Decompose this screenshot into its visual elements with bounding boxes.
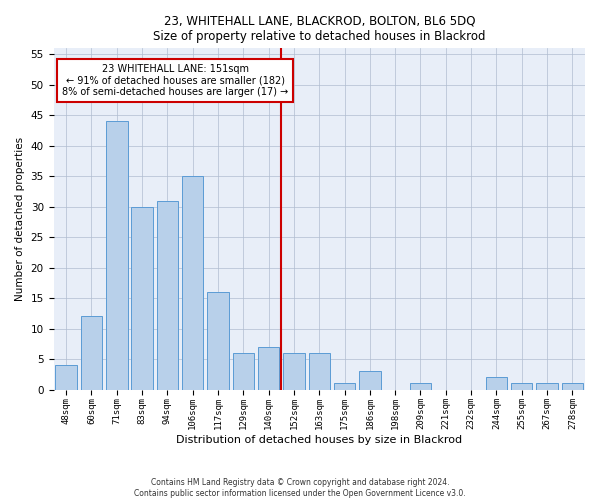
Bar <box>131 207 153 390</box>
Bar <box>81 316 102 390</box>
Bar <box>308 353 330 390</box>
Y-axis label: Number of detached properties: Number of detached properties <box>15 137 25 301</box>
Bar <box>334 384 355 390</box>
Bar <box>410 384 431 390</box>
Bar <box>157 200 178 390</box>
Bar <box>233 353 254 390</box>
Bar <box>562 384 583 390</box>
Bar <box>182 176 203 390</box>
Text: 23 WHITEHALL LANE: 151sqm
← 91% of detached houses are smaller (182)
8% of semi-: 23 WHITEHALL LANE: 151sqm ← 91% of detac… <box>62 64 288 97</box>
X-axis label: Distribution of detached houses by size in Blackrod: Distribution of detached houses by size … <box>176 435 463 445</box>
Bar <box>485 378 507 390</box>
Bar <box>55 365 77 390</box>
Bar <box>511 384 532 390</box>
Bar <box>536 384 558 390</box>
Bar <box>359 372 380 390</box>
Bar <box>106 122 128 390</box>
Bar <box>258 347 280 390</box>
Bar <box>207 292 229 390</box>
Title: 23, WHITEHALL LANE, BLACKROD, BOLTON, BL6 5DQ
Size of property relative to detac: 23, WHITEHALL LANE, BLACKROD, BOLTON, BL… <box>153 15 485 43</box>
Bar <box>283 353 305 390</box>
Text: Contains HM Land Registry data © Crown copyright and database right 2024.
Contai: Contains HM Land Registry data © Crown c… <box>134 478 466 498</box>
